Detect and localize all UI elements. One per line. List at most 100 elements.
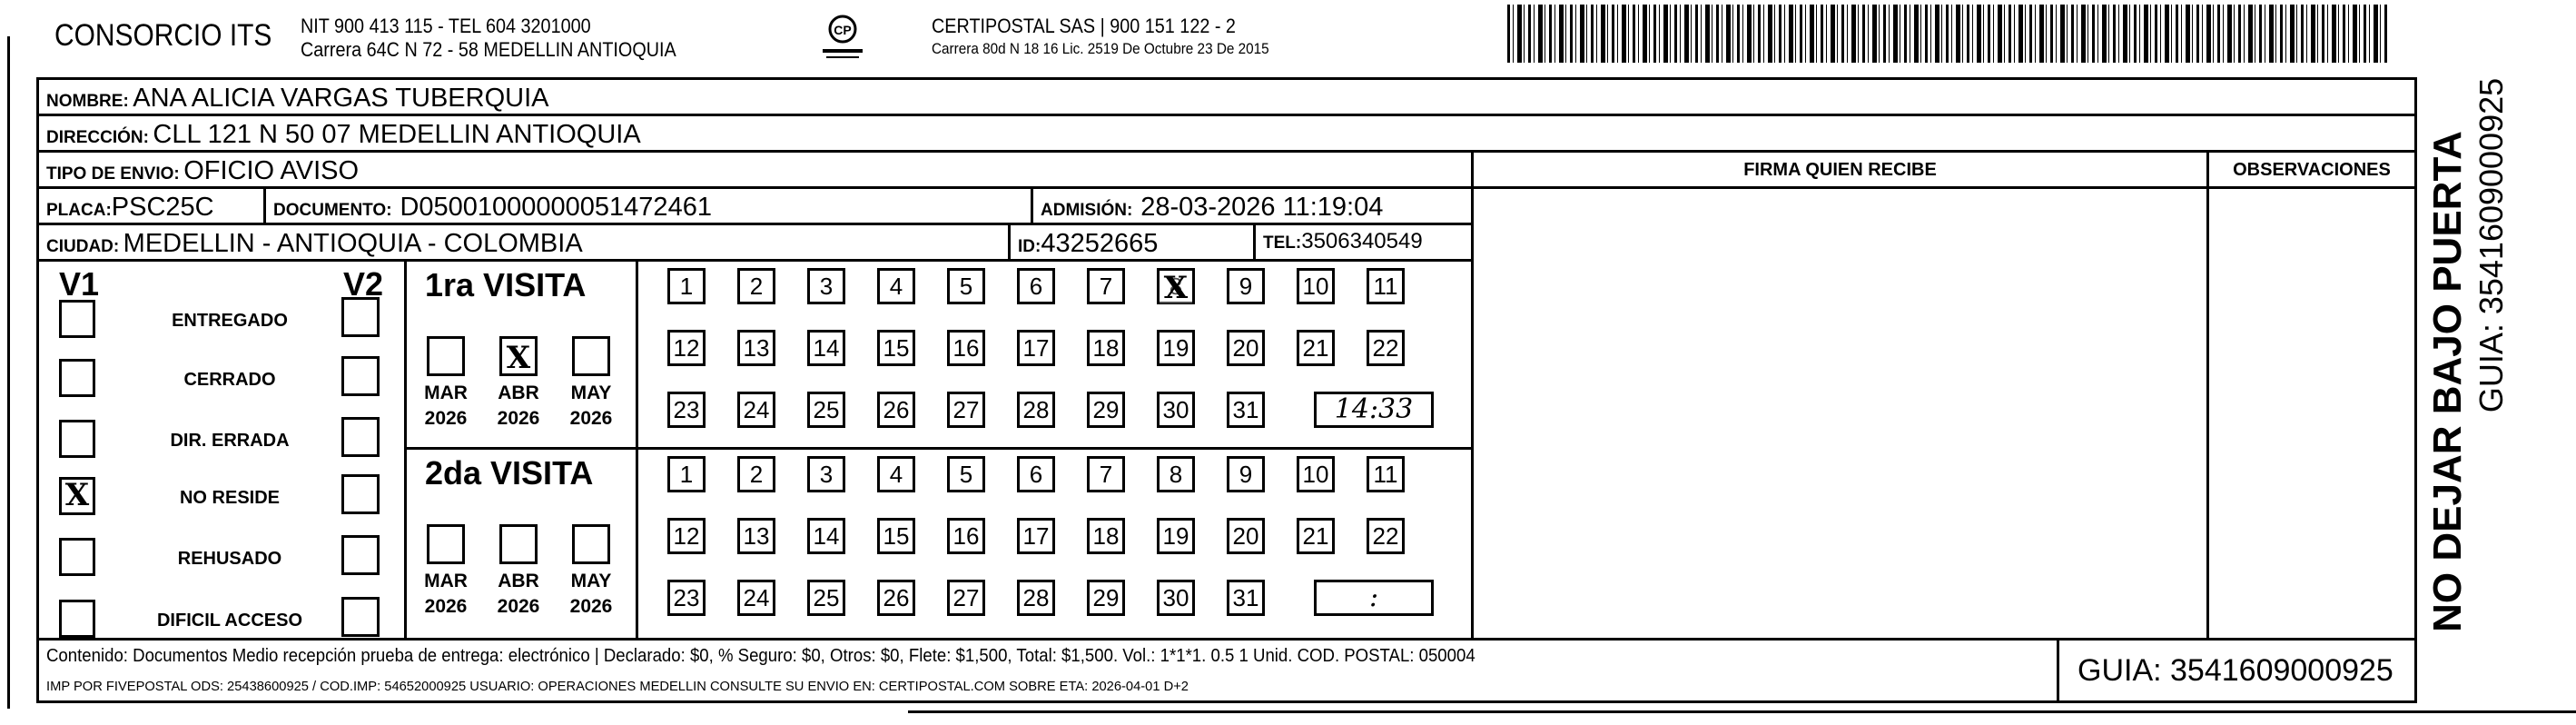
carrier-line1: CERTIPOSTAL SAS | 900 151 122 - 2: [932, 15, 1236, 37]
visit-time-field[interactable]: 14:33: [1314, 392, 1434, 428]
day-checkbox[interactable]: 19: [1157, 330, 1195, 366]
v2-checkbox[interactable]: [341, 535, 380, 575]
day-checkbox[interactable]: 8: [1157, 456, 1195, 492]
cell-documento: DOCUMENTO: D05001000000051472461: [263, 186, 1033, 225]
day-checkbox[interactable]: 5: [947, 456, 985, 492]
admision-value: 28-03-2026 11:19:04: [1140, 193, 1384, 222]
v1-checkbox[interactable]: [59, 420, 95, 458]
day-checkbox[interactable]: 28: [1017, 580, 1055, 616]
day-checkbox[interactable]: 6: [1017, 456, 1055, 492]
placa-label: PLACA:: [46, 201, 112, 220]
month-checkbox[interactable]: [572, 336, 610, 376]
firma-header: FIRMA QUIEN RECIBE: [1471, 150, 2209, 189]
day-checkbox[interactable]: 31: [1227, 392, 1265, 428]
month-checkbox[interactable]: X: [499, 336, 538, 376]
day-checkbox[interactable]: 18: [1087, 518, 1125, 554]
day-checkbox[interactable]: 18: [1087, 330, 1125, 366]
bottom-rule: [908, 710, 2576, 713]
day-checkbox[interactable]: 1: [667, 268, 706, 304]
v1-checkbox[interactable]: [59, 538, 95, 576]
month-label: ABR: [498, 382, 539, 403]
v1-checkbox[interactable]: [59, 600, 95, 638]
day-checkbox[interactable]: 29: [1087, 580, 1125, 616]
visit-title: 1ra VISITA: [425, 266, 587, 303]
day-checkbox[interactable]: 11: [1367, 268, 1405, 304]
v2-checkbox[interactable]: [341, 474, 380, 514]
day-checkbox[interactable]: 7: [1087, 456, 1125, 492]
day-checkbox[interactable]: 24: [737, 580, 775, 616]
v1-checkbox[interactable]: [59, 300, 95, 338]
firma-area[interactable]: [1471, 186, 2209, 641]
day-checkbox[interactable]: 31: [1227, 580, 1265, 616]
visit-time-field[interactable]: :: [1314, 580, 1434, 616]
tel-value: 3506340549: [1301, 229, 1423, 253]
month-checkbox[interactable]: [499, 524, 538, 564]
day-checkbox[interactable]: 22: [1367, 330, 1405, 366]
status-option-label: DIFICIL ACCESO: [156, 611, 302, 631]
day-checkbox[interactable]: 10: [1297, 456, 1335, 492]
day-checkbox[interactable]: 4: [877, 268, 915, 304]
day-checkbox[interactable]: 3: [807, 456, 845, 492]
month-checkbox[interactable]: [427, 524, 465, 564]
v2-checkbox[interactable]: [341, 417, 380, 457]
v2-checkbox[interactable]: [341, 356, 380, 396]
day-checkbox[interactable]: 14: [807, 518, 845, 554]
day-checkbox[interactable]: 1: [667, 456, 706, 492]
status-option-label: ENTREGADO: [172, 311, 288, 331]
day-checkbox[interactable]: 9: [1227, 268, 1265, 304]
month-checkbox[interactable]: [427, 336, 465, 376]
day-checkbox[interactable]: 11: [1367, 456, 1405, 492]
company-name: CONSORCIO ITS: [54, 18, 272, 53]
day-checkbox[interactable]: 21: [1297, 330, 1335, 366]
day-checkbox[interactable]: 22: [1367, 518, 1405, 554]
v1-checkbox[interactable]: [59, 359, 95, 397]
day-checkbox[interactable]: 19: [1157, 518, 1195, 554]
day-checkbox[interactable]: 6: [1017, 268, 1055, 304]
day-checkbox[interactable]: 28: [1017, 392, 1055, 428]
day-checkbox[interactable]: 12: [667, 518, 706, 554]
day-checkbox[interactable]: 13: [737, 518, 775, 554]
day-checkbox[interactable]: 12: [667, 330, 706, 366]
day-checkbox[interactable]: 16: [947, 330, 985, 366]
day-checkbox[interactable]: 25: [807, 392, 845, 428]
day-checkbox[interactable]: 15: [877, 518, 915, 554]
day-checkbox[interactable]: 7: [1087, 268, 1125, 304]
day-checkbox[interactable]: 5: [947, 268, 985, 304]
day-checkbox[interactable]: 2: [737, 268, 775, 304]
day-checkbox[interactable]: 17: [1017, 518, 1055, 554]
day-checkbox[interactable]: 21: [1297, 518, 1335, 554]
v2-checkbox[interactable]: [341, 297, 380, 337]
day-checkbox[interactable]: 20: [1227, 518, 1265, 554]
day-checkbox[interactable]: 20: [1227, 330, 1265, 366]
visit-time-value: :: [1368, 581, 1379, 613]
day-checkbox[interactable]: 16: [947, 518, 985, 554]
day-checkbox[interactable]: 27: [947, 580, 985, 616]
day-checkbox[interactable]: 25: [807, 580, 845, 616]
day-checkbox[interactable]: 9: [1227, 456, 1265, 492]
month-checkbox[interactable]: [572, 524, 610, 564]
day-checkbox[interactable]: 27: [947, 392, 985, 428]
day-checkbox[interactable]: 13: [737, 330, 775, 366]
day-checkbox[interactable]: 23: [667, 392, 706, 428]
day-checkbox[interactable]: 14: [807, 330, 845, 366]
day-checkbox[interactable]: 29: [1087, 392, 1125, 428]
day-checkbox[interactable]: 26: [877, 392, 915, 428]
day-checkbox[interactable]: 23: [667, 580, 706, 616]
v2-checkbox[interactable]: [341, 597, 380, 637]
day-checkbox[interactable]: 24: [737, 392, 775, 428]
day-checkbox[interactable]: 30: [1157, 392, 1195, 428]
day-checkbox[interactable]: 3: [807, 268, 845, 304]
company-line2: Carrera 64C N 72 - 58 MEDELLIN ANTIOQUIA: [301, 38, 676, 61]
day-checkbox[interactable]: 26: [877, 580, 915, 616]
day-checkbox[interactable]: 15: [877, 330, 915, 366]
day-checkbox[interactable]: 30: [1157, 580, 1195, 616]
day-checkbox[interactable]: 4: [877, 456, 915, 492]
day-checkbox[interactable]: 17: [1017, 330, 1055, 366]
day-checkbox[interactable]: 10: [1297, 268, 1335, 304]
v1-checkbox[interactable]: X: [59, 477, 95, 515]
day-checkbox[interactable]: 2: [737, 456, 775, 492]
nombre-label: NOMBRE:: [46, 92, 129, 111]
row-direccion: DIRECCIÓN: CLL 121 N 50 07 MEDELLIN ANTI…: [36, 114, 2417, 153]
observaciones-area[interactable]: [2206, 186, 2417, 641]
